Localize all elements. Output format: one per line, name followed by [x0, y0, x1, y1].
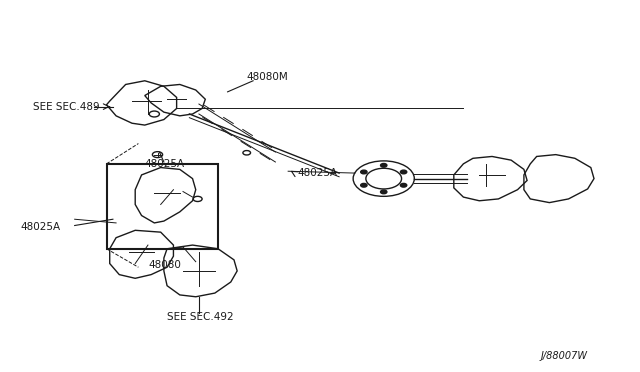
Circle shape	[401, 183, 407, 187]
Circle shape	[401, 170, 407, 174]
Text: 48025A: 48025A	[20, 222, 61, 232]
Circle shape	[361, 183, 367, 187]
Circle shape	[381, 163, 387, 167]
Text: 48025A: 48025A	[145, 159, 185, 169]
Text: 48025A: 48025A	[298, 168, 338, 178]
Circle shape	[381, 190, 387, 194]
Text: SEE SEC.492: SEE SEC.492	[167, 312, 234, 322]
Circle shape	[361, 170, 367, 174]
Bar	[106, 164, 218, 249]
Text: SEE SEC.489: SEE SEC.489	[33, 102, 100, 112]
Text: J/88007W: J/88007W	[541, 351, 588, 361]
Text: 48080M: 48080M	[246, 72, 289, 82]
Text: 48080: 48080	[148, 260, 181, 270]
